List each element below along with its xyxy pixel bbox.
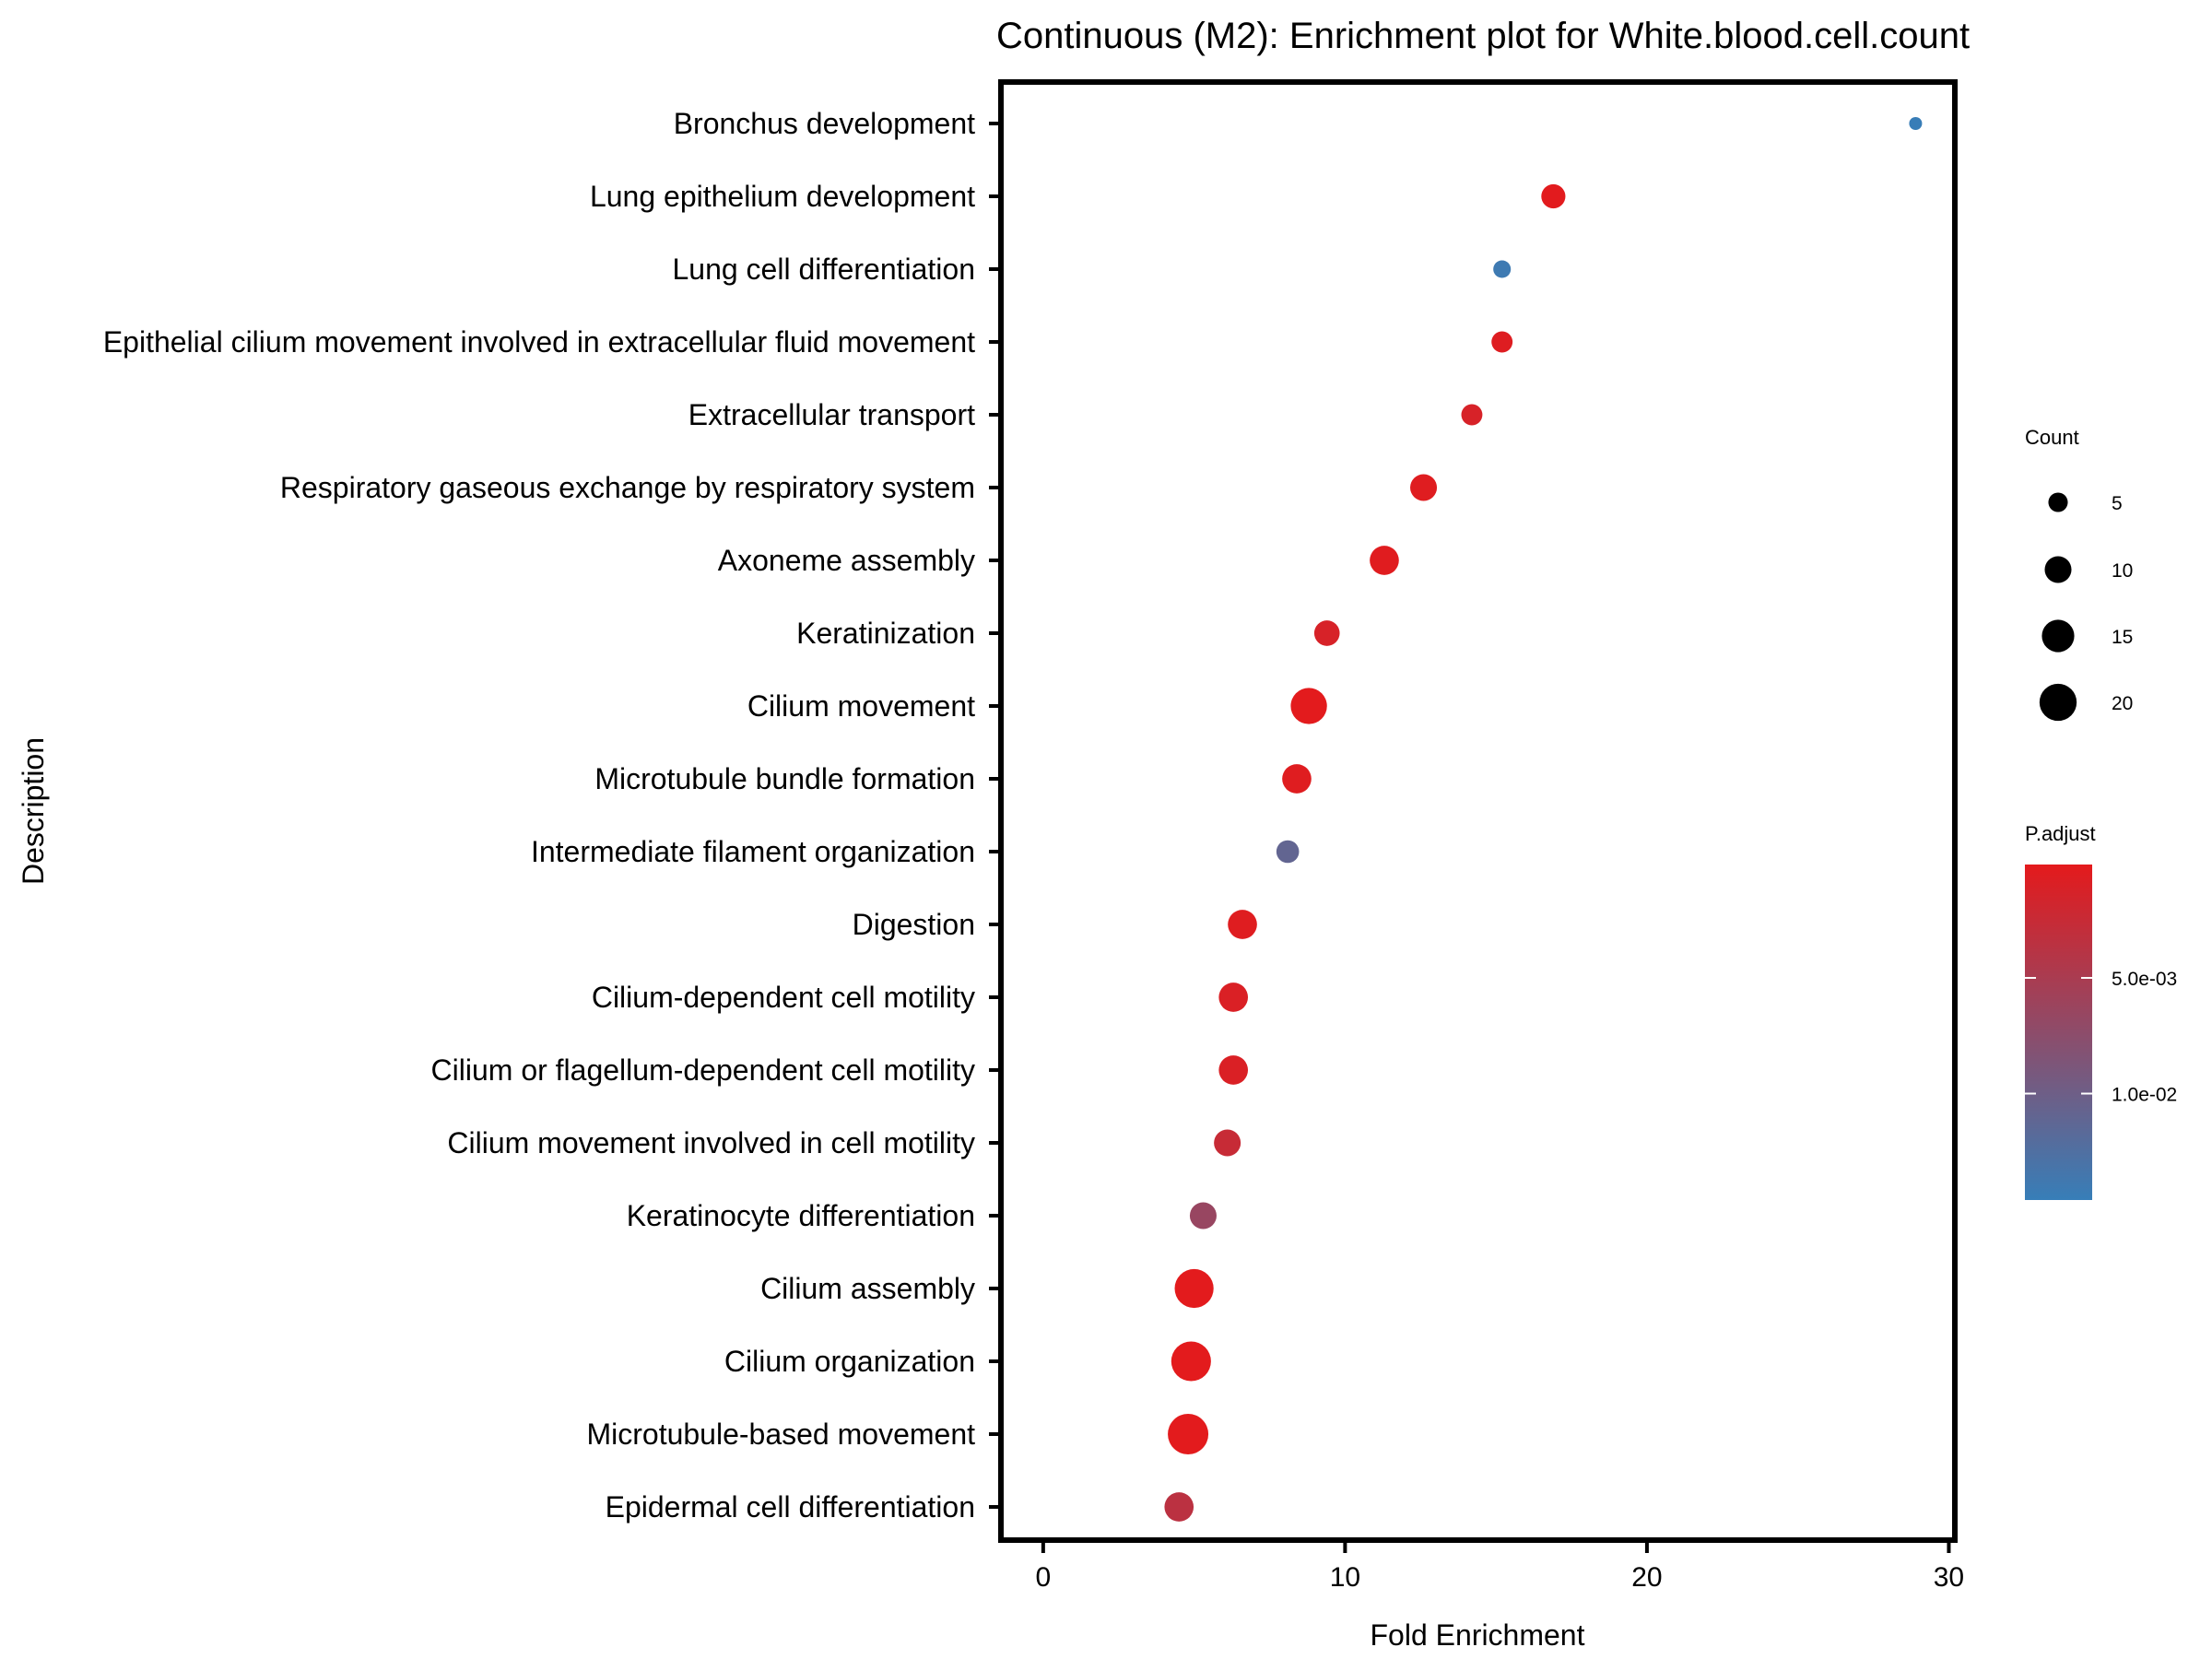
category-label: Extracellular transport: [688, 398, 975, 431]
data-point: [1218, 982, 1249, 1012]
category-label: Cilium movement: [747, 689, 975, 723]
x-tick-label: 30: [1934, 1562, 1964, 1593]
x-axis: 0 10 20 30: [1036, 1540, 1964, 1593]
data-point: [1171, 1341, 1211, 1382]
color-bar: [2025, 865, 2092, 1200]
category-label: Bronchus development: [674, 107, 975, 140]
category-label: Lung cell differentiation: [672, 253, 975, 286]
category-label: Cilium-dependent cell motility: [592, 981, 975, 1014]
data-point: [1282, 764, 1312, 794]
size-legend-key: [2039, 683, 2077, 722]
data-point: [1290, 688, 1327, 724]
category-label: Epidermal cell differentiation: [606, 1490, 975, 1524]
category-label: Keratinization: [796, 617, 975, 650]
data-point: [1493, 260, 1512, 278]
color-legend: P.adjust 5.0e-03 1.0e-02: [2025, 822, 2177, 1200]
size-legend-key: [2048, 492, 2068, 512]
data-point: [1214, 1129, 1241, 1157]
size-legend-label: 10: [2112, 560, 2133, 582]
data-point: [1168, 1414, 1209, 1454]
size-legend-label: 15: [2112, 627, 2133, 648]
color-legend-label: 5.0e-03: [2112, 969, 2177, 990]
x-tick-label: 0: [1036, 1562, 1052, 1593]
size-legend-key: [2044, 556, 2072, 583]
data-point: [1410, 474, 1438, 501]
data-points: [1164, 117, 1923, 1522]
size-legend-key: [2041, 619, 2075, 653]
data-point: [1218, 1055, 1249, 1085]
data-point: [1313, 620, 1340, 646]
data-point: [1276, 840, 1300, 864]
data-point: [1461, 404, 1483, 426]
category-label: Cilium movement involved in cell motilit…: [447, 1126, 975, 1159]
data-point: [1228, 910, 1257, 939]
category-label: Cilium organization: [724, 1345, 975, 1378]
category-label: Keratinocyte differentiation: [627, 1199, 975, 1232]
x-tick-label: 20: [1631, 1562, 1662, 1593]
category-label: Digestion: [853, 908, 975, 941]
y-axis-title: Description: [17, 737, 50, 885]
category-label: Intermediate filament organization: [531, 835, 975, 868]
plot-panel: [998, 79, 1958, 1543]
category-label: Microtubule bundle formation: [594, 762, 975, 795]
category-labels: Bronchus development Lung epithelium deve…: [103, 107, 975, 1524]
chart-title: Continuous (M2): Enrichment plot for Whi…: [996, 16, 1970, 56]
data-point: [1370, 546, 1399, 575]
data-point: [1164, 1492, 1194, 1522]
category-label: Lung epithelium development: [590, 180, 975, 213]
x-tick-label: 10: [1330, 1562, 1360, 1593]
color-legend-title: P.adjust: [2025, 822, 2096, 845]
size-legend-label: 5: [2112, 493, 2123, 514]
data-point: [1909, 117, 1923, 130]
color-legend-label: 1.0e-02: [2112, 1085, 2177, 1106]
data-point: [1189, 1202, 1217, 1230]
size-legend: Count 5 10 15 20: [2025, 426, 2133, 722]
x-axis-title: Fold Enrichment: [1371, 1618, 1585, 1652]
category-label: Cilium assembly: [760, 1272, 975, 1305]
category-label: Cilium or flagellum-dependent cell motil…: [431, 1053, 975, 1087]
data-point: [1174, 1268, 1214, 1309]
data-point: [1541, 183, 1566, 209]
category-label: Microtubule-based movement: [586, 1418, 975, 1451]
data-point: [1491, 331, 1513, 353]
size-legend-label: 20: [2112, 693, 2133, 714]
category-label: Respiratory gaseous exchange by respirat…: [280, 471, 975, 504]
size-legend-title: Count: [2025, 426, 2079, 449]
category-label: Axoneme assembly: [718, 544, 975, 577]
category-label: Epithelial cilium movement involved in e…: [103, 325, 975, 359]
